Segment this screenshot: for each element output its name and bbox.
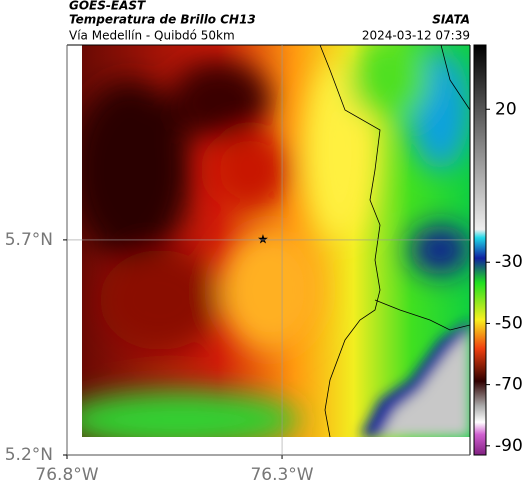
colorbar-tick-label: -30 [495, 252, 523, 272]
x-tick-label: 76.3°W [250, 465, 313, 485]
colorbar-tick-label: 20 [495, 99, 517, 119]
border [319, 44, 381, 438]
colorbar-tick-label: -50 [495, 313, 523, 333]
y-tick-label: 5.2°N [5, 445, 53, 465]
coastline [374, 299, 471, 331]
y-tick-label: 5.7°N [5, 230, 53, 250]
brand: SIATA [432, 13, 470, 27]
colorbar-tick-label: -90 [495, 436, 523, 456]
colorbar-tick-label: -70 [495, 375, 523, 395]
coastline [440, 44, 471, 111]
brightness-image [82, 45, 470, 437]
subtitle: Vía Medellín - Quibdó 50km [69, 29, 235, 43]
timestamp: 2024-03-12 07:39 [362, 29, 470, 43]
x-tick-label: 76.8°W [35, 465, 98, 485]
title: Temperatura de Brillo CH13 [69, 13, 256, 27]
colorbar [473, 44, 487, 456]
source: GOES-EAST [69, 0, 146, 13]
